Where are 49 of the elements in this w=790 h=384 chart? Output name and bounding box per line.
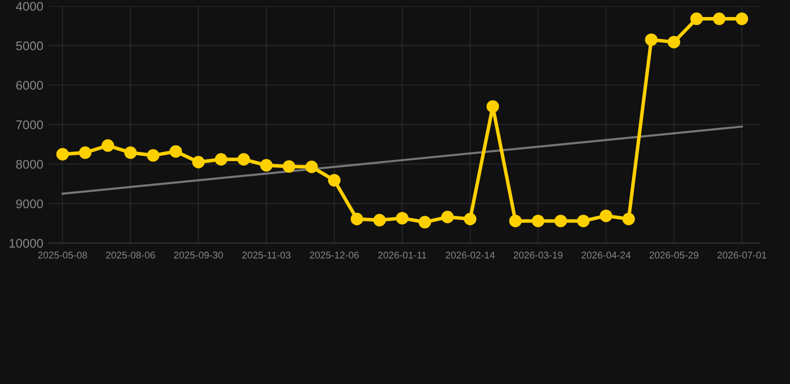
point: [146, 149, 160, 162]
x-tick-label: 2026-04-24: [582, 252, 631, 259]
x-tick-label: 2026-05-29: [650, 252, 698, 259]
point: [124, 146, 137, 159]
point: [532, 214, 544, 228]
point: [328, 174, 341, 187]
point: [56, 148, 69, 160]
y-tick-label: 10000: [10, 238, 43, 248]
point: [305, 160, 318, 174]
point: [577, 214, 590, 228]
x-tick-label: 2026-02-14: [446, 252, 495, 259]
x-tick-label: 2026-03-19: [514, 252, 562, 259]
point: [600, 210, 612, 222]
point: [192, 156, 205, 168]
point: [350, 212, 364, 226]
x-tick-label: 2025-11-03: [242, 252, 290, 259]
x-tick-label: 2025-12-06: [310, 252, 359, 259]
point: [102, 139, 114, 152]
x-tick-label: 2026-07-01: [717, 252, 766, 259]
y-tick-label: 8000: [16, 160, 43, 169]
x-tick-label: 2025-08-06: [106, 252, 155, 259]
point: [418, 216, 432, 228]
x-tick-label: 2026-01-11: [378, 252, 426, 259]
point: [373, 214, 386, 226]
point: [645, 33, 658, 46]
point: [486, 100, 500, 113]
x-tick-label: 2025-05-08: [38, 252, 88, 259]
y-tick-label: 4000: [16, 2, 43, 11]
point: [78, 146, 92, 159]
point: [690, 12, 703, 26]
point: [282, 160, 296, 173]
point: [441, 210, 454, 224]
point: [554, 214, 567, 228]
y-tick-label: 7000: [16, 120, 43, 130]
y-tick-label: 9000: [16, 199, 43, 208]
point: [464, 212, 476, 226]
point: [260, 159, 273, 172]
point: [396, 212, 408, 224]
point: [712, 12, 726, 26]
point: [237, 153, 250, 166]
point: [736, 12, 748, 26]
point: [214, 153, 228, 166]
point: [509, 214, 522, 228]
x-tick-label: 2025-09-30: [174, 252, 223, 259]
point: [622, 212, 635, 226]
y-tick-label: 6000: [16, 80, 43, 90]
point: [668, 36, 680, 48]
y-tick-label: 5000: [16, 41, 43, 50]
point: [170, 145, 182, 158]
